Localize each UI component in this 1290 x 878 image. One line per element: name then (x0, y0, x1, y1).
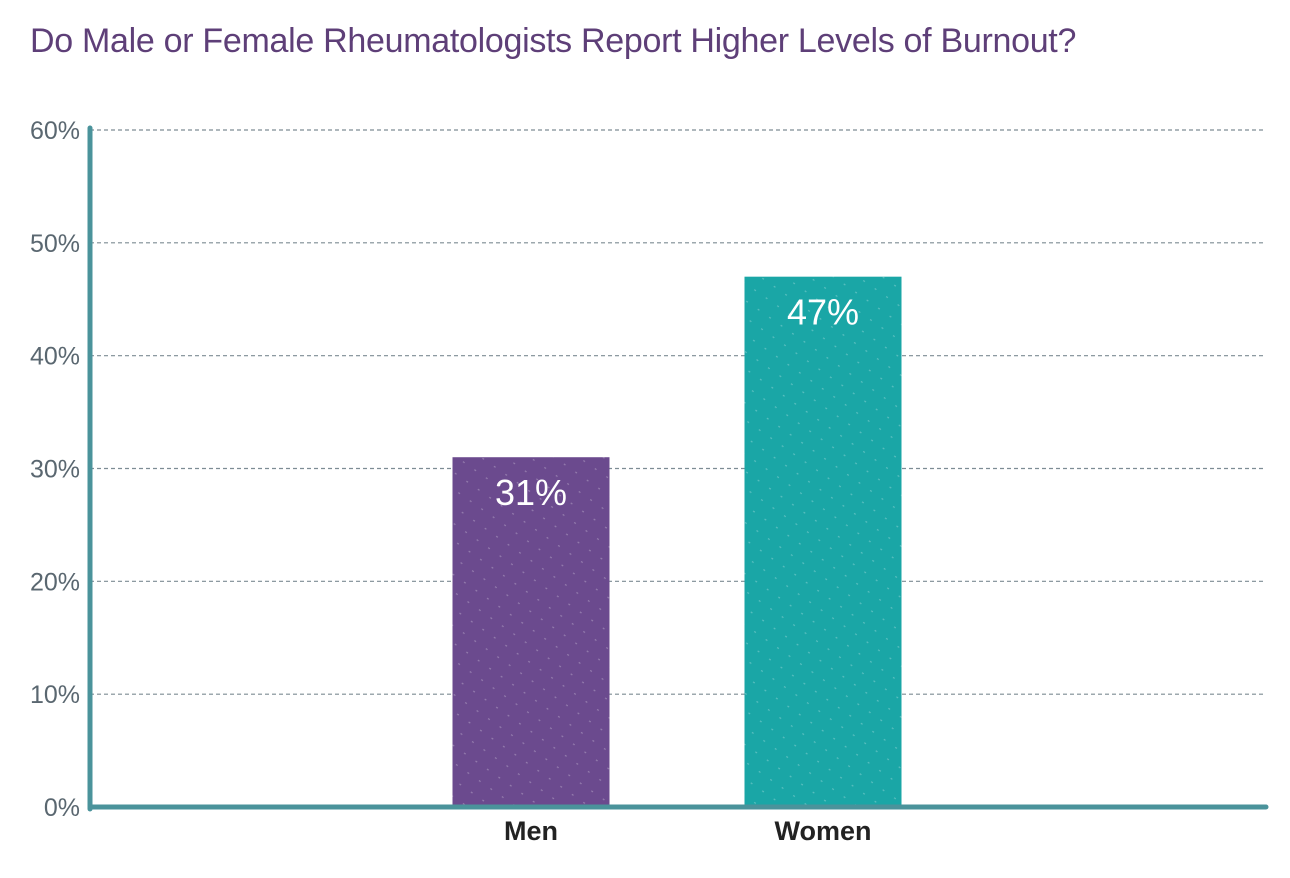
y-tick-label: 40% (30, 343, 80, 371)
y-tick-label: 50% (30, 230, 80, 258)
chart-title: Do Male or Female Rheumatologists Report… (30, 22, 1077, 60)
data-label-women: 47% (787, 292, 859, 333)
y-tick-label: 30% (30, 456, 80, 484)
y-tick-label: 20% (30, 568, 80, 596)
bar-texture (744, 276, 902, 807)
bar-texture (452, 457, 610, 807)
y-tick-label: 60% (30, 117, 80, 145)
data-label-men: 31% (495, 472, 567, 513)
x-category-label: Men (504, 816, 558, 846)
y-tick-label: 10% (30, 681, 80, 709)
x-category-label: Women (774, 816, 871, 846)
y-tick-label: 0% (44, 794, 80, 822)
